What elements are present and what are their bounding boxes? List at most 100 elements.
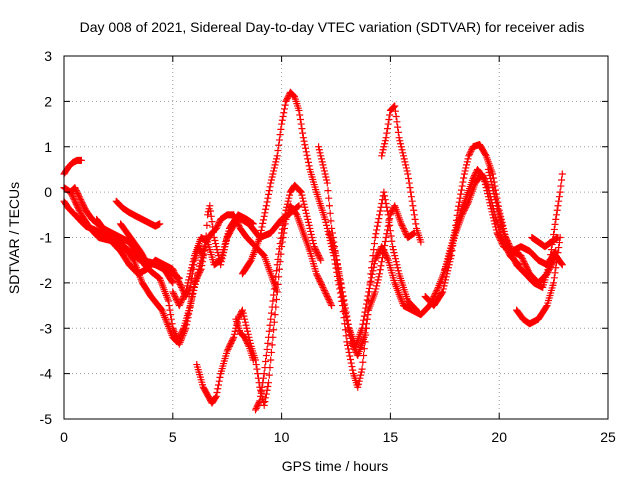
y-tick-label: 2	[44, 93, 52, 109]
data-point	[383, 207, 391, 215]
data-point	[181, 289, 189, 297]
data-point	[188, 292, 196, 300]
data-point	[464, 155, 472, 163]
data-point	[487, 178, 495, 186]
data-point	[227, 339, 235, 347]
data-point	[556, 188, 564, 196]
data-point	[270, 326, 278, 334]
data-point	[257, 388, 265, 396]
data-point	[304, 215, 312, 223]
data-point	[104, 232, 112, 240]
data-point	[440, 282, 448, 290]
data-point	[383, 253, 391, 261]
data-point	[356, 374, 364, 382]
data-point	[315, 253, 323, 261]
data-point	[408, 197, 416, 205]
data-point	[251, 406, 259, 414]
data-point	[320, 286, 328, 294]
data-point	[215, 377, 223, 385]
data-point	[306, 224, 314, 232]
data-point	[266, 183, 274, 191]
data-point	[182, 288, 190, 296]
data-point	[558, 170, 566, 178]
data-point	[465, 152, 473, 160]
data-point	[321, 288, 329, 296]
data-point	[431, 289, 439, 297]
data-point	[172, 294, 180, 302]
data-point	[371, 256, 379, 264]
data-point	[373, 226, 381, 234]
data-point	[228, 336, 236, 344]
data-point	[491, 193, 499, 201]
data-point	[274, 255, 282, 263]
data-point	[313, 249, 321, 257]
data-point	[173, 274, 181, 282]
data-point	[183, 282, 191, 290]
data-point	[385, 116, 393, 124]
data-point	[364, 292, 372, 300]
data-point	[265, 371, 273, 379]
data-point	[360, 312, 368, 320]
data-point	[383, 125, 391, 133]
data-point	[373, 222, 381, 230]
data-point	[489, 187, 497, 195]
data-point	[309, 237, 317, 245]
data-point	[230, 333, 238, 341]
data-point	[273, 155, 281, 163]
data-point	[313, 271, 321, 279]
data-point	[176, 300, 184, 308]
series-arc-06	[101, 229, 114, 241]
data-point	[523, 265, 531, 273]
data-point	[259, 219, 267, 227]
data-point	[325, 194, 333, 202]
data-point	[518, 253, 526, 261]
data-point	[244, 341, 252, 349]
data-point	[265, 327, 273, 335]
data-point	[72, 187, 80, 195]
data-point	[244, 339, 252, 347]
data-point	[379, 146, 387, 154]
data-point	[206, 202, 214, 210]
data-point	[491, 220, 499, 228]
data-point	[383, 203, 391, 211]
data-point	[260, 370, 268, 378]
data-point	[208, 218, 216, 226]
data-point	[271, 279, 279, 287]
data-point	[441, 279, 449, 287]
data-point	[547, 246, 555, 254]
data-point	[207, 207, 215, 215]
data-point	[259, 374, 267, 382]
data-point	[185, 273, 193, 281]
y-tick-label: -5	[40, 411, 53, 427]
data-point	[392, 258, 400, 266]
data-point	[322, 218, 330, 226]
data-point	[379, 246, 387, 254]
data-point	[343, 312, 351, 320]
x-tick-label: 10	[274, 429, 290, 445]
data-point	[326, 299, 334, 307]
data-point	[239, 309, 247, 317]
data-point	[295, 106, 303, 114]
data-point	[282, 97, 290, 105]
data-point	[323, 291, 331, 299]
data-point	[492, 223, 500, 231]
data-point	[263, 345, 271, 353]
data-point	[257, 226, 265, 234]
data-point	[278, 229, 286, 237]
data-point	[72, 200, 80, 208]
data-point	[391, 102, 399, 110]
data-point	[325, 230, 333, 238]
data-point	[193, 271, 201, 279]
data-point	[268, 303, 276, 311]
data-point	[381, 249, 389, 257]
data-point	[508, 250, 516, 258]
data-point	[383, 230, 391, 238]
data-point	[71, 197, 79, 205]
data-point	[336, 276, 344, 284]
data-point	[325, 202, 333, 210]
data-point	[485, 196, 493, 204]
data-point	[494, 208, 502, 216]
data-point	[214, 381, 222, 389]
data-point	[402, 161, 410, 169]
data-point	[382, 252, 390, 260]
